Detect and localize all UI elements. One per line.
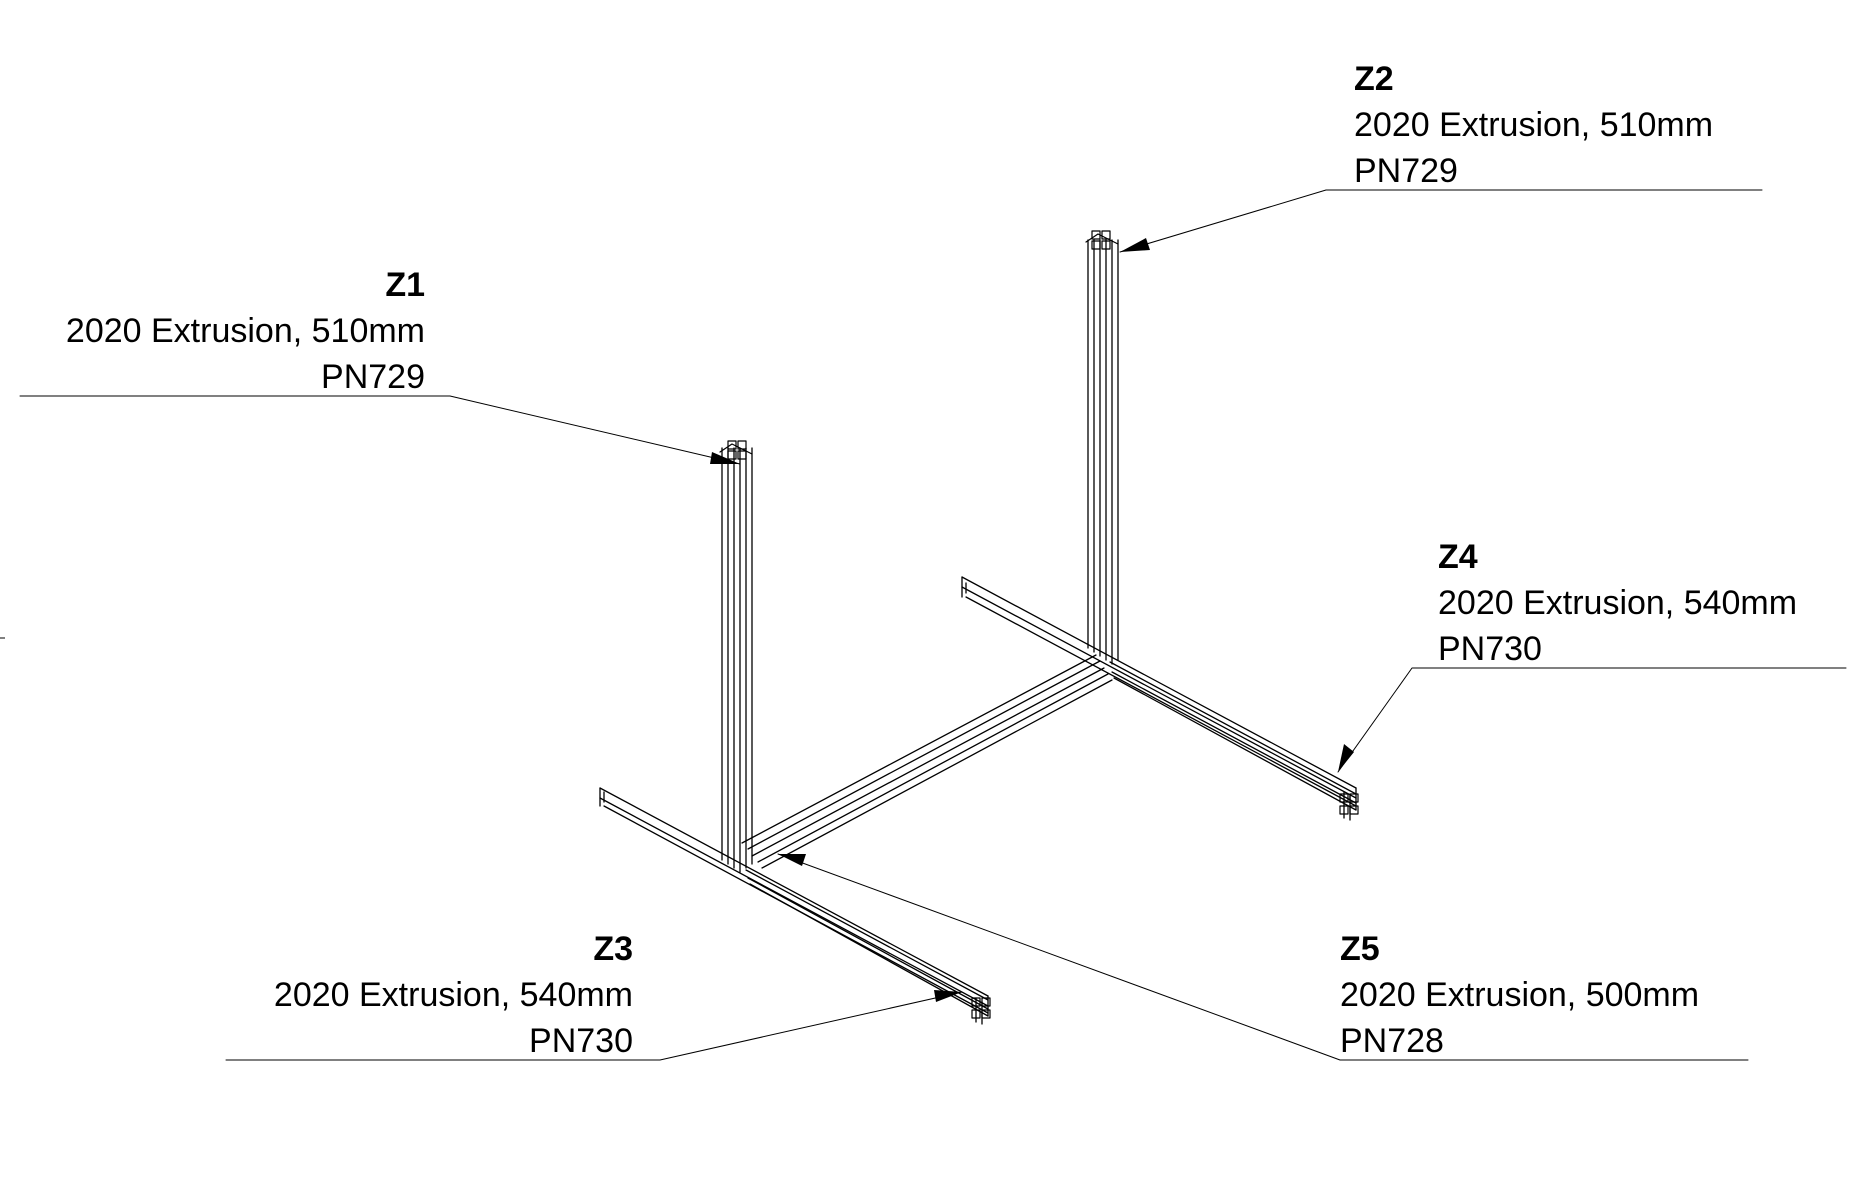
callout-z1-part-number: PN729 — [321, 358, 425, 396]
leader-z1 — [19, 395, 741, 465]
leader-z4-arrowhead — [1338, 744, 1354, 772]
callout-z4-id: Z4 — [1438, 538, 1478, 576]
callout-z4-description: 2020 Extrusion, 540mm — [1438, 584, 1798, 622]
extrusion-z4-end-cap — [1339, 793, 1359, 815]
callout-z5-part-number: PN728 — [1340, 1022, 1444, 1060]
extrusion-z1 — [721, 447, 753, 873]
extrusion-z5 — [741, 654, 1113, 869]
callout-z3-description: 2020 Extrusion, 540mm — [273, 976, 633, 1014]
leader-z3-arrowhead — [934, 990, 962, 1002]
callout-z1-description: 2020 Extrusion, 510mm — [65, 312, 425, 350]
leader-z2-arrowhead — [1120, 238, 1150, 252]
extrusion-z2-end-cap — [1085, 230, 1119, 250]
extrusion-z3-end-cap — [971, 997, 991, 1019]
callout-z2: Z2 2020 Extrusion, 510mm PN729 — [1354, 56, 1713, 194]
extrusion-z2 — [1087, 239, 1119, 665]
callout-z4-part-number: PN730 — [1438, 630, 1542, 668]
callout-z2-part-number: PN729 — [1354, 152, 1458, 190]
extrusion-z3 — [599, 787, 989, 1025]
callout-z3-part-number: PN730 — [529, 1022, 633, 1060]
leader-z1-arrowhead — [710, 452, 740, 464]
callout-z4: Z4 2020 Extrusion, 540mm PN730 — [1438, 534, 1797, 672]
extrusion-z4 — [961, 576, 1357, 821]
callout-z5: Z5 2020 Extrusion, 500mm PN728 — [1340, 926, 1699, 1064]
leader-z2 — [1119, 189, 1763, 253]
leader-z4 — [1337, 667, 1847, 773]
callout-z2-description: 2020 Extrusion, 510mm — [1354, 106, 1714, 144]
callout-z1-id: Z1 — [385, 266, 425, 304]
leader-z3 — [225, 991, 963, 1061]
callout-z5-description: 2020 Extrusion, 500mm — [1340, 976, 1700, 1014]
callout-z5-id: Z5 — [1340, 930, 1380, 968]
callout-z3-id: Z3 — [593, 930, 633, 968]
extrusion-z1-end-cap — [719, 440, 753, 460]
callout-z1: Z1 2020 Extrusion, 510mm PN729 — [66, 262, 425, 400]
callout-z2-id: Z2 — [1354, 60, 1394, 98]
leader-z5 — [777, 853, 1749, 1061]
leader-z5-arrowhead — [778, 854, 806, 866]
callout-z3: Z3 2020 Extrusion, 540mm PN730 — [274, 926, 633, 1064]
